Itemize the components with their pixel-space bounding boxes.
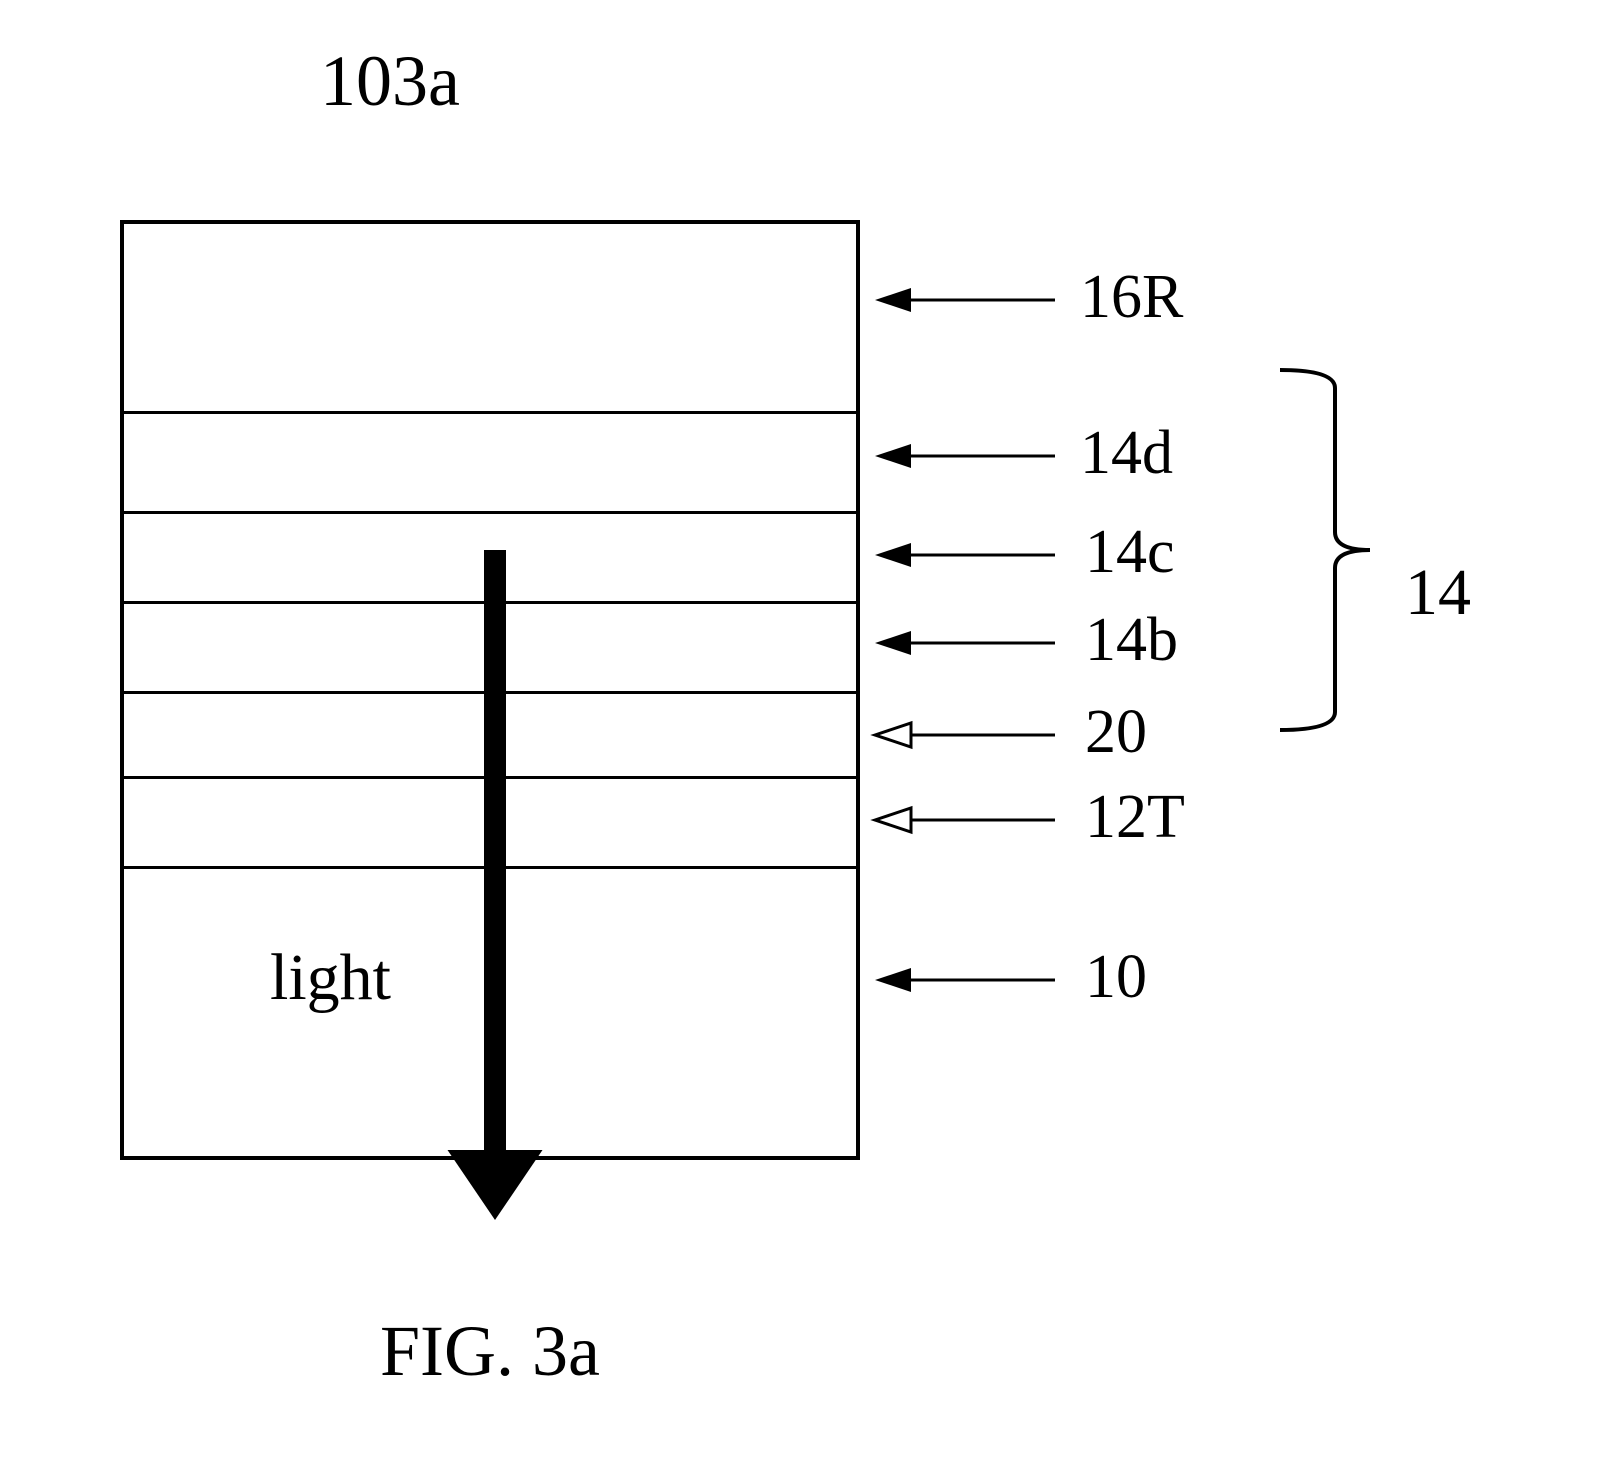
leader-arrow-14b	[875, 631, 911, 655]
callout-12T: 12T	[1085, 782, 1185, 853]
layer-stack	[120, 220, 860, 1160]
leader-arrow-12T	[875, 808, 911, 832]
group-brace-14	[1280, 370, 1370, 730]
layer-14d	[124, 414, 856, 514]
group-label-14: 14	[1405, 555, 1471, 631]
light-label: light	[270, 940, 391, 1016]
callout-16R: 16R	[1080, 262, 1183, 333]
light-arrow-head	[448, 1150, 543, 1220]
leader-arrow-14d	[875, 444, 911, 468]
layer-20	[124, 694, 856, 779]
callout-20: 20	[1085, 697, 1147, 768]
leader-arrow-14c	[875, 543, 911, 567]
figure-caption: FIG. 3a	[380, 1310, 600, 1393]
layer-14b	[124, 604, 856, 694]
callout-14b: 14b	[1085, 605, 1178, 676]
layer-14c	[124, 514, 856, 604]
leader-arrow-16R	[875, 288, 911, 312]
callout-10: 10	[1085, 942, 1147, 1013]
figure-title: 103a	[320, 40, 460, 123]
callout-14c: 14c	[1085, 517, 1175, 588]
layer-16R	[124, 224, 856, 414]
figure-canvas: 103a light 16R 14d 14c 14b 20 12T 10 14 FIG. 3…	[0, 0, 1609, 1467]
callout-14d: 14d	[1080, 418, 1173, 489]
leader-arrow-10	[875, 968, 911, 992]
layer-12T	[124, 779, 856, 869]
leader-arrow-20	[875, 723, 911, 747]
